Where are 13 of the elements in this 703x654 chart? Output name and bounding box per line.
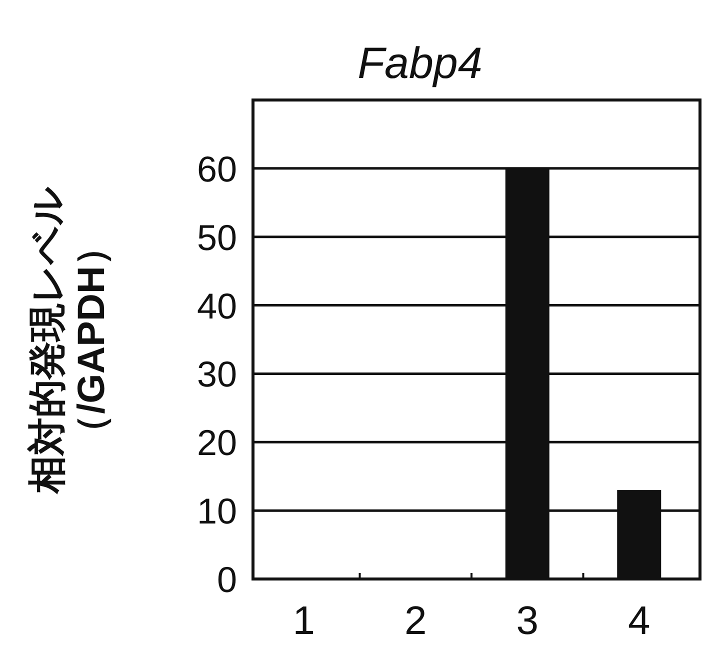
y-tick-label: 10 <box>196 490 237 532</box>
y-tick-label: 30 <box>196 354 237 395</box>
y-tick-label: 0 <box>216 559 237 600</box>
y-tick-label: 60 <box>196 148 237 190</box>
chart-title: Fabp4 <box>358 39 482 88</box>
x-tick-label: 1 <box>292 599 315 643</box>
y-tick-label: 20 <box>196 422 237 464</box>
y-tick-label: 40 <box>196 285 237 326</box>
y-axis-title: 相対的発現レベル（/GAPDH） <box>26 186 113 494</box>
y-tick-label: 50 <box>196 216 237 258</box>
x-tick-label: 3 <box>516 599 538 643</box>
x-tick-label: 2 <box>404 599 427 643</box>
x-tick-label: 4 <box>628 599 650 643</box>
